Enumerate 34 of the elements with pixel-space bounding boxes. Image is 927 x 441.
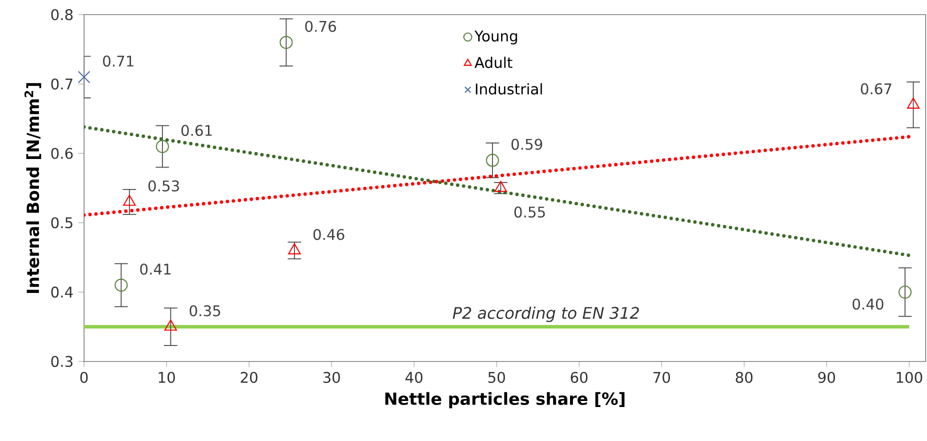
y-axis-title: Internal Bond [N/mm$^{2}$] (24, 82, 42, 293)
data-label: 0.53 (148, 180, 179, 192)
data-label: 0.40 (852, 298, 884, 310)
data-label: 0.46 (313, 228, 344, 240)
x-tick-label: 40 (405, 372, 422, 383)
x-tick-label: 80 (736, 372, 752, 383)
x-tick-label: 60 (570, 372, 588, 383)
data-label: 0.35 (190, 305, 220, 316)
x-tick-label: 90 (818, 372, 835, 383)
y-tick-label: 0.5 (51, 216, 72, 228)
y-tick-label: 0.8 (51, 8, 73, 20)
x-tick-label: 50 (488, 372, 505, 383)
data-label: 0.61 (181, 124, 212, 136)
data-label: 0.71 (103, 55, 134, 66)
x-tick-label: 30 (323, 372, 340, 383)
y-tick-label: 0.7 (51, 78, 72, 90)
ref-line-label: P2 according to EN 312 (452, 306, 639, 322)
y-tick-label: 0.6 (51, 148, 73, 159)
y-tick-label: 0.3 (51, 356, 72, 367)
legend-label: Industrial (476, 82, 542, 94)
x-tick-label: 20 (240, 372, 258, 383)
x-tick-label: 0 (80, 372, 88, 383)
data-label: 0.59 (511, 138, 542, 150)
data-label: 0.41 (140, 263, 171, 274)
x-tick-label: 100 (896, 372, 922, 383)
y-tick-label: 0.4 (51, 286, 73, 298)
x-tick-label: 70 (654, 372, 670, 383)
x-axis-title: Nettle particles share [%] (385, 392, 624, 408)
legend-label: Young (474, 30, 518, 44)
data-label: 0.67 (860, 83, 892, 94)
data-label: 0.55 (514, 206, 545, 218)
x-tick-label: 10 (158, 372, 175, 383)
legend-label: Adult (474, 56, 512, 68)
data-label: 0.76 (305, 20, 336, 32)
